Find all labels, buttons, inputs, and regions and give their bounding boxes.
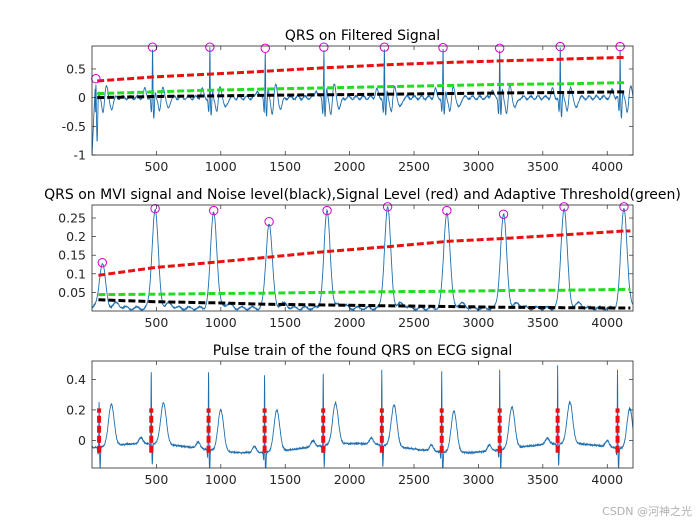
x-tick-label: 1500 (269, 472, 301, 487)
qrs-marker (442, 205, 452, 216)
qrs-marker (209, 205, 219, 216)
x-tick-label: 2500 (398, 315, 430, 330)
x-tick-label: 3000 (463, 315, 495, 330)
qrs-marker (97, 257, 108, 268)
x-tick-label: 3500 (527, 159, 559, 174)
x-tick-label: 500 (144, 315, 168, 330)
x-tick-label: 3500 (527, 315, 559, 330)
qrs-marker (615, 41, 625, 52)
x-tick-label: 1500 (269, 159, 301, 174)
series-adaptive-threshold (97, 81, 627, 96)
series-noise-level (98, 298, 631, 310)
plot-area (92, 46, 633, 155)
series-adaptive-threshold (98, 287, 631, 297)
watermark: CSDN @河神之光 (602, 505, 692, 518)
axes-frame (91, 45, 634, 156)
series-signal-level (98, 229, 631, 277)
qrs-marker (555, 41, 565, 52)
plot-area (92, 361, 633, 468)
qrs-marker (379, 42, 390, 52)
x-tick-label: 1000 (205, 472, 237, 487)
x-tick-label: 2000 (334, 315, 366, 330)
y-tick-label: 0 (78, 90, 86, 105)
x-tick-label: 1000 (205, 315, 237, 330)
x-tick-label: 500 (144, 159, 168, 174)
y-tick-label: 0.1 (66, 266, 86, 281)
qrs-marker (559, 202, 569, 212)
subplot-1: 500 1000 1500 2000 2500 3000 3500 4000 -1 -0.5 0 0.… (62, 28, 634, 174)
y-tick-label: 0.5 (66, 61, 86, 76)
y-tick-label: 0.2 (66, 402, 86, 417)
plot-series (92, 365, 633, 468)
chart-title: QRS on MVI signal and Noise level(black)… (44, 187, 681, 203)
y-tick-label: 0 (78, 433, 86, 448)
x-tick-label: 3500 (527, 472, 559, 487)
chart-title: Pulse train of the found QRS on ECG sign… (213, 343, 513, 359)
x-tick-label: 2500 (398, 472, 430, 487)
x-tick-label: 3000 (463, 472, 495, 487)
axes-frame (91, 360, 634, 469)
x-tick-label: 4000 (591, 315, 623, 330)
qrs-marker (319, 42, 329, 52)
series-signal-level (97, 56, 627, 83)
qrs-marker (498, 209, 509, 219)
y-tick-label: 0.2 (66, 229, 86, 244)
qrs-marker (322, 205, 332, 216)
qrs-marker (619, 202, 629, 212)
y-tick-label: 0.25 (58, 211, 86, 226)
x-tick-label: 1500 (269, 315, 301, 330)
series-noise-level (97, 90, 627, 100)
plot-series (92, 47, 633, 155)
x-tick-label: 4000 (591, 472, 623, 487)
subplot-3: 500 1000 1500 2000 2500 3000 3500 4000 0 0.2 0.4 Pu… (66, 343, 634, 487)
y-tick-label: 0.4 (66, 372, 86, 387)
y-tick-label: 0.05 (58, 285, 86, 300)
x-tick-label: 1000 (205, 159, 237, 174)
qrs-marker (205, 42, 215, 52)
x-tick-label: 3000 (463, 159, 495, 174)
qrs-marker (382, 202, 393, 212)
x-tick-label: 500 (144, 472, 168, 487)
y-tick-label: 0.15 (58, 248, 86, 263)
x-tick-label: 2000 (334, 472, 366, 487)
chart-title: QRS on Filtered Signal (285, 28, 440, 44)
qrs-marker (150, 204, 160, 214)
series-ecg-signal (92, 365, 633, 468)
x-tick-label: 2000 (334, 159, 366, 174)
x-tick-label: 2500 (398, 159, 430, 174)
qrs-marker (438, 43, 448, 53)
y-tick-label: -1 (74, 148, 86, 163)
qrs-marker (494, 43, 505, 53)
subplot-2: 500 1000 1500 2000 2500 3000 3500 4000 0.05 0.1 0.… (44, 187, 681, 330)
qrs-marker (260, 43, 270, 53)
y-tick-label: -0.5 (62, 119, 86, 134)
axes-frame (91, 204, 634, 312)
qrs-marker (264, 217, 274, 227)
x-tick-label: 4000 (591, 159, 623, 174)
